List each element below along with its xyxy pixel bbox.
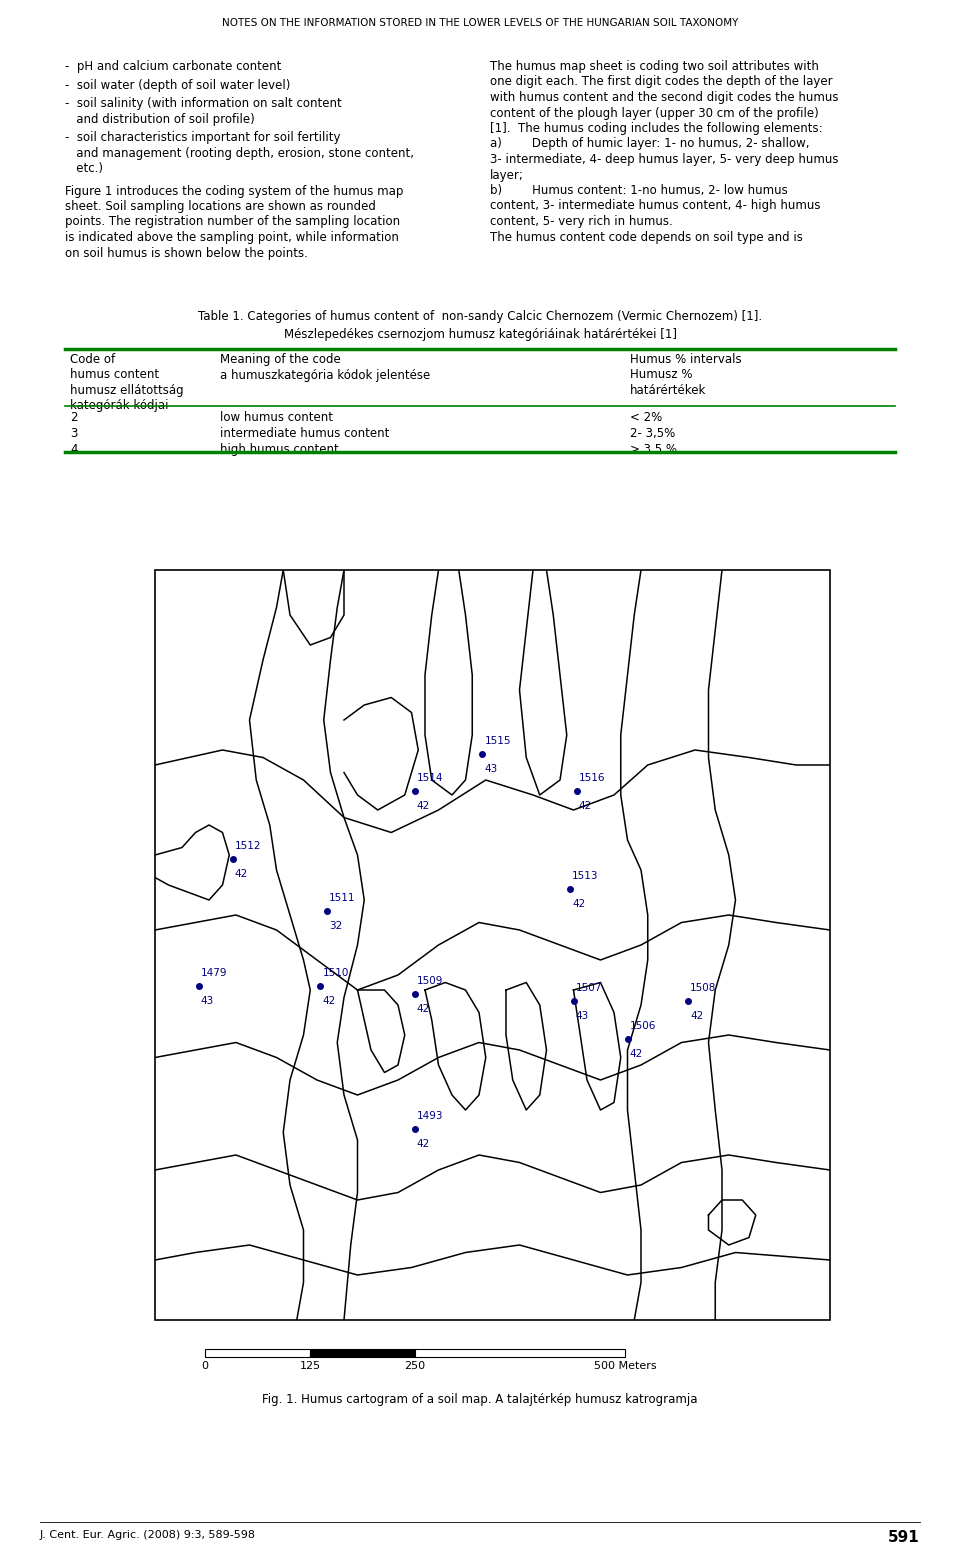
Text: 43: 43 <box>575 1011 588 1021</box>
Text: and management (rooting depth, erosion, stone content,: and management (rooting depth, erosion, … <box>65 146 414 160</box>
Text: layer;: layer; <box>490 169 524 181</box>
Text: 2- 3,5%: 2- 3,5% <box>630 427 675 440</box>
Text: 1516: 1516 <box>579 774 606 783</box>
Text: 42: 42 <box>417 1138 430 1149</box>
Text: 1510: 1510 <box>323 968 348 979</box>
Text: 4: 4 <box>70 444 78 456</box>
Text: 250: 250 <box>404 1360 425 1371</box>
Text: 42: 42 <box>579 802 592 811</box>
Text: 591: 591 <box>888 1529 920 1545</box>
Text: 1507: 1507 <box>575 983 602 993</box>
Text: 1506: 1506 <box>630 1021 656 1031</box>
Bar <box>310 1349 415 1357</box>
Text: sheet. Soil sampling locations are shown as rounded: sheet. Soil sampling locations are shown… <box>65 200 376 212</box>
Text: 42: 42 <box>417 802 430 811</box>
Text: 32: 32 <box>329 921 343 931</box>
Text: 1512: 1512 <box>234 841 261 851</box>
Text: intermediate humus content: intermediate humus content <box>220 427 390 440</box>
Text: humus content: humus content <box>70 369 159 382</box>
Text: J. Cent. Eur. Agric. (2008) 9:3, 589-598: J. Cent. Eur. Agric. (2008) 9:3, 589-598 <box>40 1529 256 1540</box>
Text: 42: 42 <box>630 1048 643 1059</box>
Text: The humus content code depends on soil type and is: The humus content code depends on soil t… <box>490 231 803 244</box>
Text: 2: 2 <box>70 411 78 423</box>
Bar <box>415 1349 625 1357</box>
Text: 3- intermediate, 4- deep humus layer, 5- very deep humus: 3- intermediate, 4- deep humus layer, 5-… <box>490 154 838 166</box>
Text: < 2%: < 2% <box>630 411 662 423</box>
Text: -  pH and calcium carbonate content: - pH and calcium carbonate content <box>65 60 281 73</box>
Text: on soil humus is shown below the points.: on soil humus is shown below the points. <box>65 247 308 259</box>
Text: 3: 3 <box>70 427 78 440</box>
Text: 0: 0 <box>202 1360 208 1371</box>
Text: határértékek: határértékek <box>630 385 707 397</box>
Text: 500 Meters: 500 Meters <box>593 1360 657 1371</box>
Text: content, 5- very rich in humus.: content, 5- very rich in humus. <box>490 216 673 228</box>
Text: [1].  The humus coding includes the following elements:: [1]. The humus coding includes the follo… <box>490 123 823 135</box>
Text: 1514: 1514 <box>417 774 444 783</box>
Text: content of the plough layer (upper 30 cm of the profile): content of the plough layer (upper 30 cm… <box>490 107 819 119</box>
Text: 43: 43 <box>201 996 214 1007</box>
Text: and distribution of soil profile): and distribution of soil profile) <box>65 113 254 126</box>
Text: 42: 42 <box>417 1003 430 1014</box>
Text: Meaning of the code: Meaning of the code <box>220 354 341 366</box>
Bar <box>205 1349 310 1357</box>
Text: Fig. 1. Humus cartogram of a soil map. A talajtérkép humusz katrogramja: Fig. 1. Humus cartogram of a soil map. A… <box>262 1393 698 1407</box>
Text: a humuszkategória kódok jelentése: a humuszkategória kódok jelentése <box>220 369 430 382</box>
Text: The humus map sheet is coding two soil attributes with: The humus map sheet is coding two soil a… <box>490 60 819 73</box>
Text: 1508: 1508 <box>690 983 716 993</box>
Text: content, 3- intermediate humus content, 4- high humus: content, 3- intermediate humus content, … <box>490 200 821 212</box>
Text: humusz ellátottság: humusz ellátottság <box>70 385 183 397</box>
Bar <box>155 571 830 1320</box>
Text: Table 1. Categories of humus content of  non-sandy Calcic Chernozem (Vermic Cher: Table 1. Categories of humus content of … <box>198 310 762 323</box>
Text: > 3,5 %: > 3,5 % <box>630 444 677 456</box>
Text: -  soil salinity (with information on salt content: - soil salinity (with information on sal… <box>65 98 342 110</box>
Text: 1479: 1479 <box>201 968 228 979</box>
Text: low humus content: low humus content <box>220 411 333 423</box>
Text: 1509: 1509 <box>417 976 444 986</box>
Text: etc.): etc.) <box>65 161 103 175</box>
Text: 1493: 1493 <box>417 1111 444 1121</box>
Text: high humus content: high humus content <box>220 444 339 456</box>
Text: -  soil water (depth of soil water level): - soil water (depth of soil water level) <box>65 79 290 92</box>
Text: 1515: 1515 <box>485 735 511 746</box>
Text: a)        Depth of humic layer: 1- no humus, 2- shallow,: a) Depth of humic layer: 1- no humus, 2-… <box>490 138 809 150</box>
Text: 42: 42 <box>323 996 336 1007</box>
Text: one digit each. The first digit codes the depth of the layer: one digit each. The first digit codes th… <box>490 76 832 88</box>
Text: Code of: Code of <box>70 354 115 366</box>
Text: NOTES ON THE INFORMATION STORED IN THE LOWER LEVELS OF THE HUNGARIAN SOIL TAXONO: NOTES ON THE INFORMATION STORED IN THE L… <box>222 19 738 28</box>
Text: points. The registration number of the sampling location: points. The registration number of the s… <box>65 216 400 228</box>
Text: -  soil characteristics important for soil fertility: - soil characteristics important for soi… <box>65 130 341 144</box>
Text: b)        Humus content: 1-no humus, 2- low humus: b) Humus content: 1-no humus, 2- low hum… <box>490 185 788 197</box>
Text: 42: 42 <box>690 1011 704 1021</box>
Text: 1513: 1513 <box>572 870 599 881</box>
Text: 42: 42 <box>234 869 248 879</box>
Text: Humus % intervals: Humus % intervals <box>630 354 742 366</box>
Text: 43: 43 <box>485 763 497 774</box>
Text: Humusz %: Humusz % <box>630 369 692 382</box>
Text: is indicated above the sampling point, while information: is indicated above the sampling point, w… <box>65 231 398 244</box>
Text: Figure 1 introduces the coding system of the humus map: Figure 1 introduces the coding system of… <box>65 185 403 197</box>
Text: 42: 42 <box>572 898 586 909</box>
Text: 125: 125 <box>300 1360 321 1371</box>
Text: Mészlepedékes csernozjom humusz kategóriáinak határértékei [1]: Mészlepedékes csernozjom humusz kategóri… <box>283 327 677 341</box>
Text: kategórák kódjai: kategórák kódjai <box>70 400 169 413</box>
Text: with humus content and the second digit codes the humus: with humus content and the second digit … <box>490 92 838 104</box>
Text: 1511: 1511 <box>329 893 355 903</box>
